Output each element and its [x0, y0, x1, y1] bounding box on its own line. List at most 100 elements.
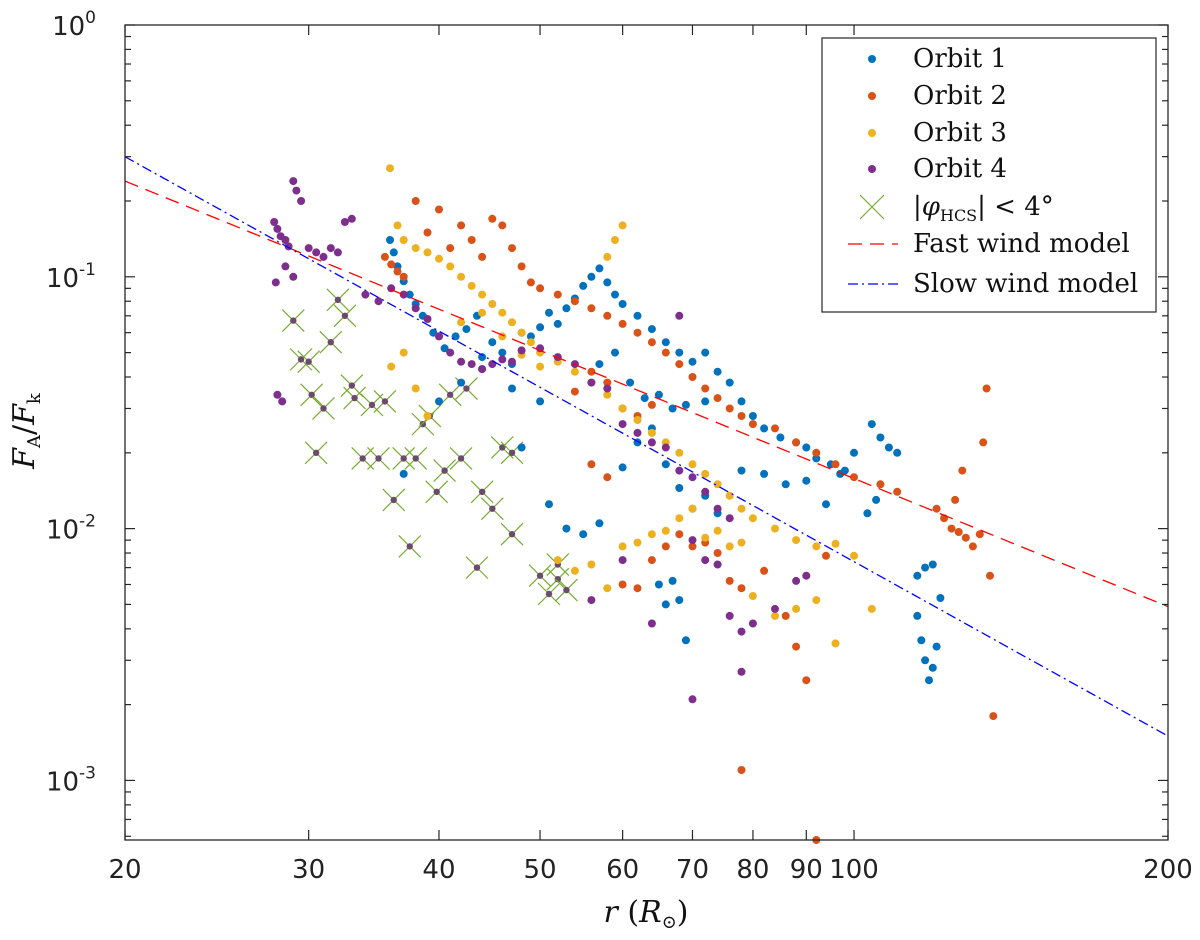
- orbit-3-point: [411, 384, 420, 393]
- orbit-3-point: [498, 308, 507, 317]
- axes-frame: [124, 24, 1169, 841]
- x-tick-label: 50: [524, 855, 557, 885]
- orbit-3-point: [570, 367, 579, 376]
- hcs-cross-center-dot: [368, 401, 376, 409]
- orbit-2-point: [393, 267, 402, 276]
- orbit-1-point: [536, 397, 545, 406]
- x-tick-label: 200: [1143, 855, 1193, 885]
- orbit-1-point: [701, 397, 710, 406]
- x-axis-title: r (R⊙): [604, 895, 689, 933]
- orbit-2-point: [713, 394, 722, 403]
- orbit-2-point: [647, 400, 656, 409]
- orbit-1-point: [611, 348, 619, 357]
- orbit-2-point: [380, 252, 389, 261]
- orbit-2-point: [737, 584, 746, 593]
- hcs-cross-center-dot: [375, 455, 382, 462]
- orbit-4-point: [618, 556, 627, 565]
- orbit-2-point: [725, 576, 734, 585]
- x-tick-label: 90: [790, 855, 823, 885]
- orbit-1-point: [451, 332, 460, 341]
- orbit-2-point: [713, 549, 722, 557]
- orbit-3-point: [771, 524, 779, 533]
- orbit-4-point: [478, 365, 487, 374]
- orbit-1-point: [802, 476, 811, 485]
- orbit-3-point: [688, 504, 697, 513]
- orbit-1-point: [748, 412, 757, 420]
- hcs-cross-center-dot: [359, 455, 366, 462]
- orbit-1-point: [498, 348, 507, 357]
- orbit-3-point: [737, 504, 746, 513]
- orbit-3-point: [457, 272, 466, 281]
- orbit-3-point: [633, 416, 642, 424]
- orbit-1-point: [618, 463, 627, 472]
- orbit-2-point: [618, 319, 627, 328]
- x-tick-label: 100: [829, 855, 879, 885]
- orbit-4-point: [647, 619, 656, 628]
- orbit-1-point: [776, 433, 785, 442]
- orbit-2-point: [618, 580, 627, 589]
- orbit-4-point: [281, 262, 290, 271]
- orbit-2-point: [587, 304, 596, 313]
- orbit-1-point: [553, 319, 562, 328]
- orbit-1-point: [611, 290, 619, 299]
- orbit-1-point: [921, 656, 930, 665]
- orbit-1-point: [681, 400, 690, 409]
- orbit-4-point: [802, 571, 811, 580]
- orbit-1-point: [781, 480, 790, 489]
- orbit-3-point: [661, 526, 670, 535]
- orbit-3-point: [386, 164, 394, 173]
- orbit-4-point: [688, 536, 697, 545]
- legend-label-fast-wind: Fast wind model: [913, 229, 1130, 259]
- legend-marker-orbit-4: [868, 165, 876, 173]
- hcs-cross-center-dot: [457, 455, 465, 462]
- orbit-2-point: [822, 551, 830, 560]
- orbit-3-point: [831, 539, 840, 548]
- orbit-1-point: [579, 281, 588, 290]
- orbit-1-point: [435, 397, 443, 406]
- orbit-1-point: [913, 611, 922, 620]
- x-tick-label: 20: [108, 855, 141, 885]
- orbit-3-point: [701, 469, 710, 478]
- orbit-1-point: [618, 300, 627, 308]
- orbit-4-point: [633, 428, 642, 437]
- orbit-2-point: [688, 373, 697, 381]
- orbit-2-point: [411, 197, 420, 205]
- orbit-2-point: [435, 205, 443, 214]
- orbit-4-point: [399, 290, 408, 299]
- orbit-3-point: [633, 538, 642, 547]
- hcs-cross-center-dot: [446, 391, 454, 398]
- orbit-2-point: [647, 556, 656, 565]
- orbit-4-point: [457, 357, 466, 366]
- orbit-2-point: [603, 311, 612, 320]
- orbit-1-point: [545, 500, 553, 509]
- orbit-1-point: [863, 509, 872, 518]
- orbit-3-point: [399, 236, 408, 244]
- model-lines-layer: [124, 156, 1169, 737]
- x-tick-label: 40: [422, 855, 455, 885]
- svg-text:FA/Fk: FA/Fk: [7, 392, 45, 470]
- orbit-2-point: [675, 530, 684, 539]
- orbit-1-point: [440, 344, 449, 353]
- legend-label-slow-wind: Slow wind model: [913, 269, 1138, 299]
- orbit-1-point: [850, 448, 858, 457]
- hcs-cross-center-dot: [419, 420, 427, 428]
- orbit-1-point: [654, 580, 663, 589]
- orbit-2-point: [457, 221, 466, 230]
- orbit-3-point: [488, 300, 497, 308]
- orbit-2-point: [771, 424, 779, 433]
- orbit-2-point: [488, 214, 497, 223]
- orbit-2-point: [587, 460, 596, 469]
- orbit-3-point: [618, 221, 627, 230]
- orbit-3-point: [517, 328, 526, 337]
- orbit-3-point: [603, 390, 612, 399]
- orbit-2-point: [536, 284, 545, 293]
- x-tick-label: 30: [292, 855, 325, 885]
- y-tick-label: 10-1: [46, 260, 96, 294]
- orbit-4-point: [289, 272, 298, 281]
- orbit-2-point: [387, 260, 396, 269]
- orbit-2-point: [792, 438, 801, 447]
- orbit-4-point: [374, 297, 383, 306]
- hcs-cross-center-dot: [473, 564, 481, 571]
